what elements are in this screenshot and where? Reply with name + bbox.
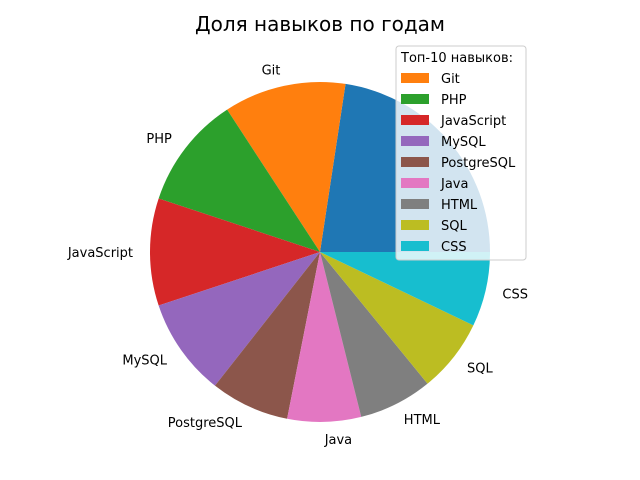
legend-swatch-git [401,73,429,83]
pie-slice-java [287,252,362,423]
legend-swatch-postgresql [401,157,429,167]
legend-label-php: PHP [441,93,467,108]
slice-label-html: HTML [404,413,441,428]
pie-slice-sql [320,252,474,384]
legend-label-postgresql: PostgreSQL [441,156,516,171]
pie-slice-javascript [149,198,320,306]
legend-label-mysql: MySQL [441,135,486,150]
pie-slice-html [320,252,428,417]
legend-swatch-php [401,94,429,104]
slice-label-javascript: JavaScript [67,246,133,261]
legend-label-sql: SQL [441,219,467,234]
legend-swatch-sql [401,220,429,230]
slice-label-php: PHP [146,132,172,147]
legend-swatch-mysql [401,136,429,146]
pie-slice-postgresql [214,252,320,419]
slice-labels: Git PHP JavaScript MySQL PostgreSQL Java HTML S… [67,63,528,448]
slice-label-git: Git [262,63,281,78]
legend-label-java: Java [440,177,468,192]
legend-label-git: Git [441,72,460,87]
legend-label-javascript: JavaScript [440,114,506,129]
legend-items: Git PHP JavaScript MySQL PostgreSQL Java HTML S… [401,72,516,255]
pie-slice-css [320,252,490,326]
pie-slice-mysql [158,252,320,386]
pie-slice-git [227,82,346,252]
legend-label-html: HTML [441,198,478,213]
chart-title: Доля навыков по годам [195,12,445,36]
slice-label-java: Java [324,433,352,448]
legend-swatch-css [401,241,429,251]
legend: Топ-10 навыков: Git PHP JavaScript MySQL Pos… [395,45,527,261]
slice-label-mysql: MySQL [122,354,167,369]
legend-swatch-java [401,178,429,188]
pie-slice-php [158,109,320,253]
slice-label-sql: SQL [467,362,493,377]
legend-swatch-javascript [401,115,429,125]
legend-swatch-html [401,199,429,209]
slice-label-css: CSS [502,287,528,302]
slice-label-postgresql: PostgreSQL [168,416,243,431]
legend-label-css: CSS [441,240,467,255]
legend-title: Топ-10 навыков: [400,51,513,66]
